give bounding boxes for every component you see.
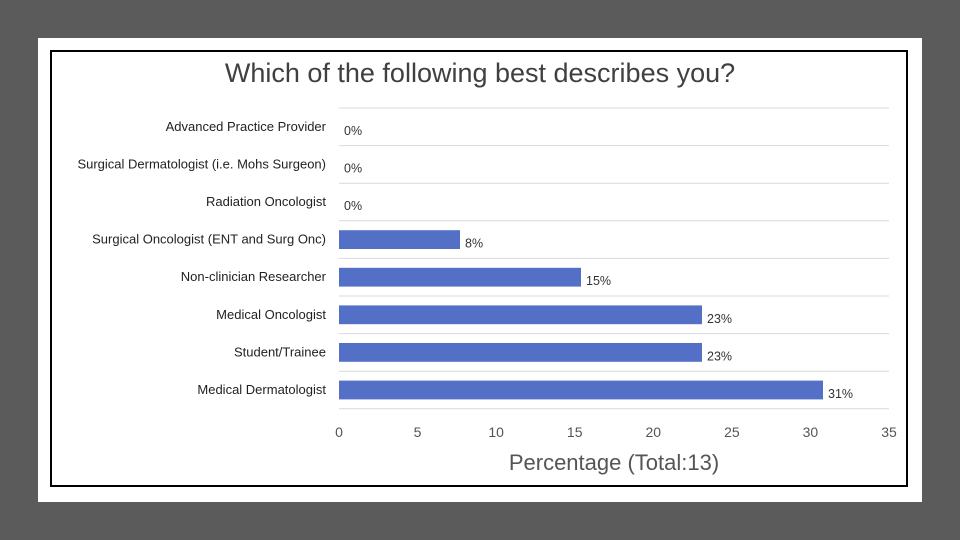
- x-tick-label: 20: [645, 424, 661, 440]
- data-label: 0%: [344, 199, 362, 213]
- category-label: Advanced Practice Provider: [166, 119, 327, 134]
- bar: [339, 343, 702, 362]
- data-label: 0%: [344, 161, 362, 175]
- x-tick-label: 10: [488, 424, 504, 440]
- x-tick-label: 35: [881, 424, 897, 440]
- x-axis-title: Percentage (Total:13): [509, 450, 719, 475]
- data-label: 15%: [586, 274, 611, 288]
- x-tick-label: 15: [567, 424, 583, 440]
- category-label: Surgical Dermatologist (i.e. Mohs Surgeo…: [77, 156, 326, 171]
- bar: [339, 230, 460, 249]
- x-tick-label: 0: [335, 424, 343, 440]
- category-label: Medical Oncologist: [216, 307, 326, 322]
- x-tick-label: 30: [803, 424, 819, 440]
- category-label: Non-clinician Researcher: [181, 269, 327, 284]
- chart-frame: [50, 50, 908, 487]
- category-label: Radiation Oncologist: [206, 194, 326, 209]
- x-tick-label: 5: [414, 424, 422, 440]
- category-label: Surgical Oncologist (ENT and Surg Onc): [92, 232, 326, 247]
- data-label: 8%: [465, 237, 483, 251]
- data-label: 31%: [828, 387, 853, 401]
- bar: [339, 380, 823, 400]
- data-label: 0%: [344, 124, 362, 138]
- bar: [339, 305, 702, 325]
- chart-title: Which of the following best describes yo…: [224, 58, 736, 88]
- category-label: Student/Trainee: [234, 344, 326, 359]
- bar: [339, 267, 581, 287]
- data-label: 23%: [707, 349, 732, 363]
- x-tick-label: 25: [724, 424, 740, 440]
- category-label: Medical Dermatologist: [197, 382, 326, 397]
- data-label: 23%: [707, 312, 732, 326]
